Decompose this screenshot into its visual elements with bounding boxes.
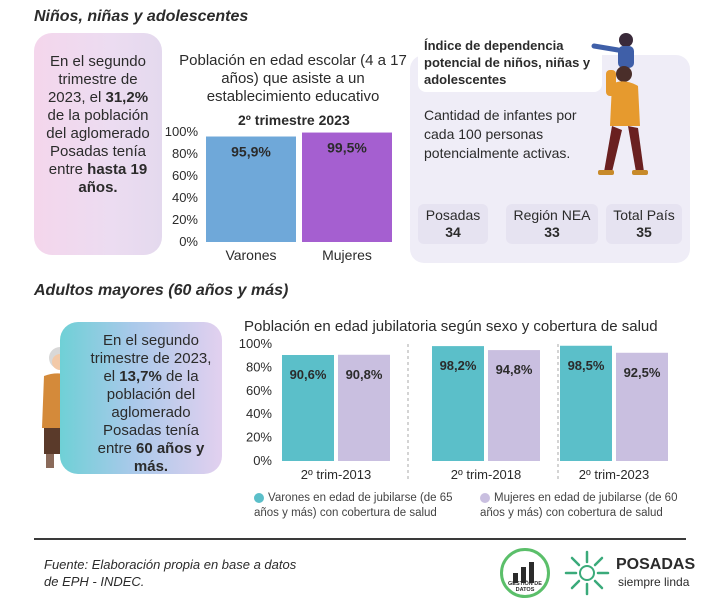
dependency-title: Índice de dependencia potencial de niños… (418, 33, 602, 92)
dependency-nea-box: Región NEA 33 (506, 204, 598, 244)
footer-divider (34, 538, 686, 540)
elderly-note-mid: de la población del aglomerado Posadas t… (97, 368, 199, 457)
school-chart-subtitle: 2º trimestre 2023 (238, 112, 350, 128)
bar-value-label: 94,8% (496, 362, 533, 377)
bar-value-label: 98,5% (568, 358, 605, 373)
legend-women-swatch (480, 492, 490, 503)
dependency-posadas-label: Posadas (425, 207, 481, 223)
dependency-nea-value: 33 (544, 224, 560, 240)
x-category-label: 2º trim-2018 (451, 467, 522, 482)
y-tick-label: 0% (179, 234, 198, 249)
retirement-chart-title: Población en edad jubilatoria según sexo… (244, 318, 658, 335)
dependency-posadas: Posadas 34 (418, 204, 488, 244)
bar-series1-group1 (488, 350, 540, 461)
gestion-datos-logo: GESTIÓN DE DATOS (500, 548, 550, 598)
y-tick-label: 40% (172, 190, 198, 205)
elderly-note-pct: 13,7% (119, 368, 162, 385)
bar-series1-group0 (338, 354, 390, 461)
bar-series0-group0 (282, 354, 334, 461)
x-category-label: Mujeres (322, 247, 372, 263)
legend-men: Varones en edad de jubilarse (de 65 años… (254, 491, 468, 521)
dependency-nea: Región NEA 33 (506, 204, 598, 244)
dependency-posadas-box: Posadas 34 (418, 204, 488, 244)
bar-series0-group2 (560, 345, 612, 461)
gestion-datos-logo-graphic (513, 562, 534, 583)
elderly-note-bold: 60 años y más. (133, 440, 205, 475)
y-tick-label: 100% (165, 124, 199, 139)
youth-note-mid: de la población del aglomerado Posadas t… (46, 107, 150, 178)
y-tick-label: 40% (246, 406, 272, 421)
bar-value-label: 92,5% (624, 365, 661, 380)
legend-men-swatch (254, 492, 264, 503)
dependency-pais-label: Total País (613, 207, 675, 223)
y-tick-label: 100% (239, 336, 273, 351)
y-tick-label: 60% (172, 168, 198, 183)
source-note: Fuente: Elaboración propia en base a dat… (44, 557, 297, 589)
legend-women: Mujeres en edad de jubilarse (de 60 años… (480, 491, 694, 521)
dependency-pais-value: 35 (636, 224, 652, 240)
youth-note: En el segundo trimestre de 2023, el 31,2… (34, 33, 162, 255)
youth-note-pct: 31,2% (105, 89, 149, 106)
y-tick-label: 20% (172, 212, 198, 227)
posadas-logo-title: POSADAS (616, 556, 696, 573)
y-tick-label: 20% (246, 430, 272, 445)
posadas-logo-subtitle: siempre linda (618, 575, 690, 589)
elderly-note: En el segundo trimestre de 2023, el 13,7… (60, 322, 222, 475)
elderly-section-title: Adultos mayores (60 años y más) (34, 282, 289, 299)
youth-note-pre: En el segundo trimestre de 2023, el (47, 53, 146, 106)
y-tick-label: 60% (246, 383, 272, 398)
bar-value-label: 95,9% (231, 144, 271, 160)
posadas-flower-logo (564, 550, 610, 596)
dependency-description: Cantidad de infantes por cada 100 person… (424, 107, 577, 161)
x-category-label: 2º trim-2023 (579, 467, 650, 482)
bar-series1-group2 (616, 352, 668, 461)
bar-mujeres (302, 132, 392, 242)
father-child-illustration (591, 33, 648, 175)
legend-women-label: Mujeres en edad de jubilarse (de 60 años… (480, 492, 678, 519)
bar-value-label: 98,2% (440, 358, 477, 373)
school-chart-title: Población en edad escolar (4 a 17 años) … (179, 52, 407, 105)
bar-value-label: 90,8% (346, 367, 383, 382)
x-category-label: Varones (225, 247, 276, 263)
bar-value-label: 99,5% (327, 140, 367, 156)
y-tick-label: 80% (246, 359, 272, 374)
gestion-datos-logo-text: GESTIÓN DE DATOS (508, 581, 542, 593)
bar-varones (206, 136, 296, 242)
youth-note-bold: hasta 19 años. (78, 161, 148, 196)
bar-value-label: 90,6% (290, 367, 327, 382)
x-category-label: 2º trim-2013 (301, 467, 372, 482)
y-tick-label: 0% (253, 453, 272, 468)
elderly-note-pre: En el segundo trimestre de 2023, el (90, 332, 212, 385)
bar-series0-group1 (432, 346, 484, 461)
retirement-chart: 0% 20% 40% 60% 80% 100% 90,6% 90,8% 2º trim-2013… (239, 336, 668, 482)
dependency-posadas-value: 34 (445, 224, 461, 240)
school-attendance-chart: 0% 20% 40% 60% 80% 100% 95,9% Varones 99,5% Mujer… (165, 124, 392, 263)
dependency-pais-box: Total País 35 (606, 204, 682, 244)
youth-section-title: Niños, niñas y adolescentes (34, 8, 249, 25)
dependency-nea-label: Región NEA (513, 207, 591, 223)
dependency-pais: Total País 35 (606, 204, 682, 244)
y-tick-label: 80% (172, 146, 198, 161)
legend-men-label: Varones en edad de jubilarse (de 65 años… (254, 492, 453, 519)
